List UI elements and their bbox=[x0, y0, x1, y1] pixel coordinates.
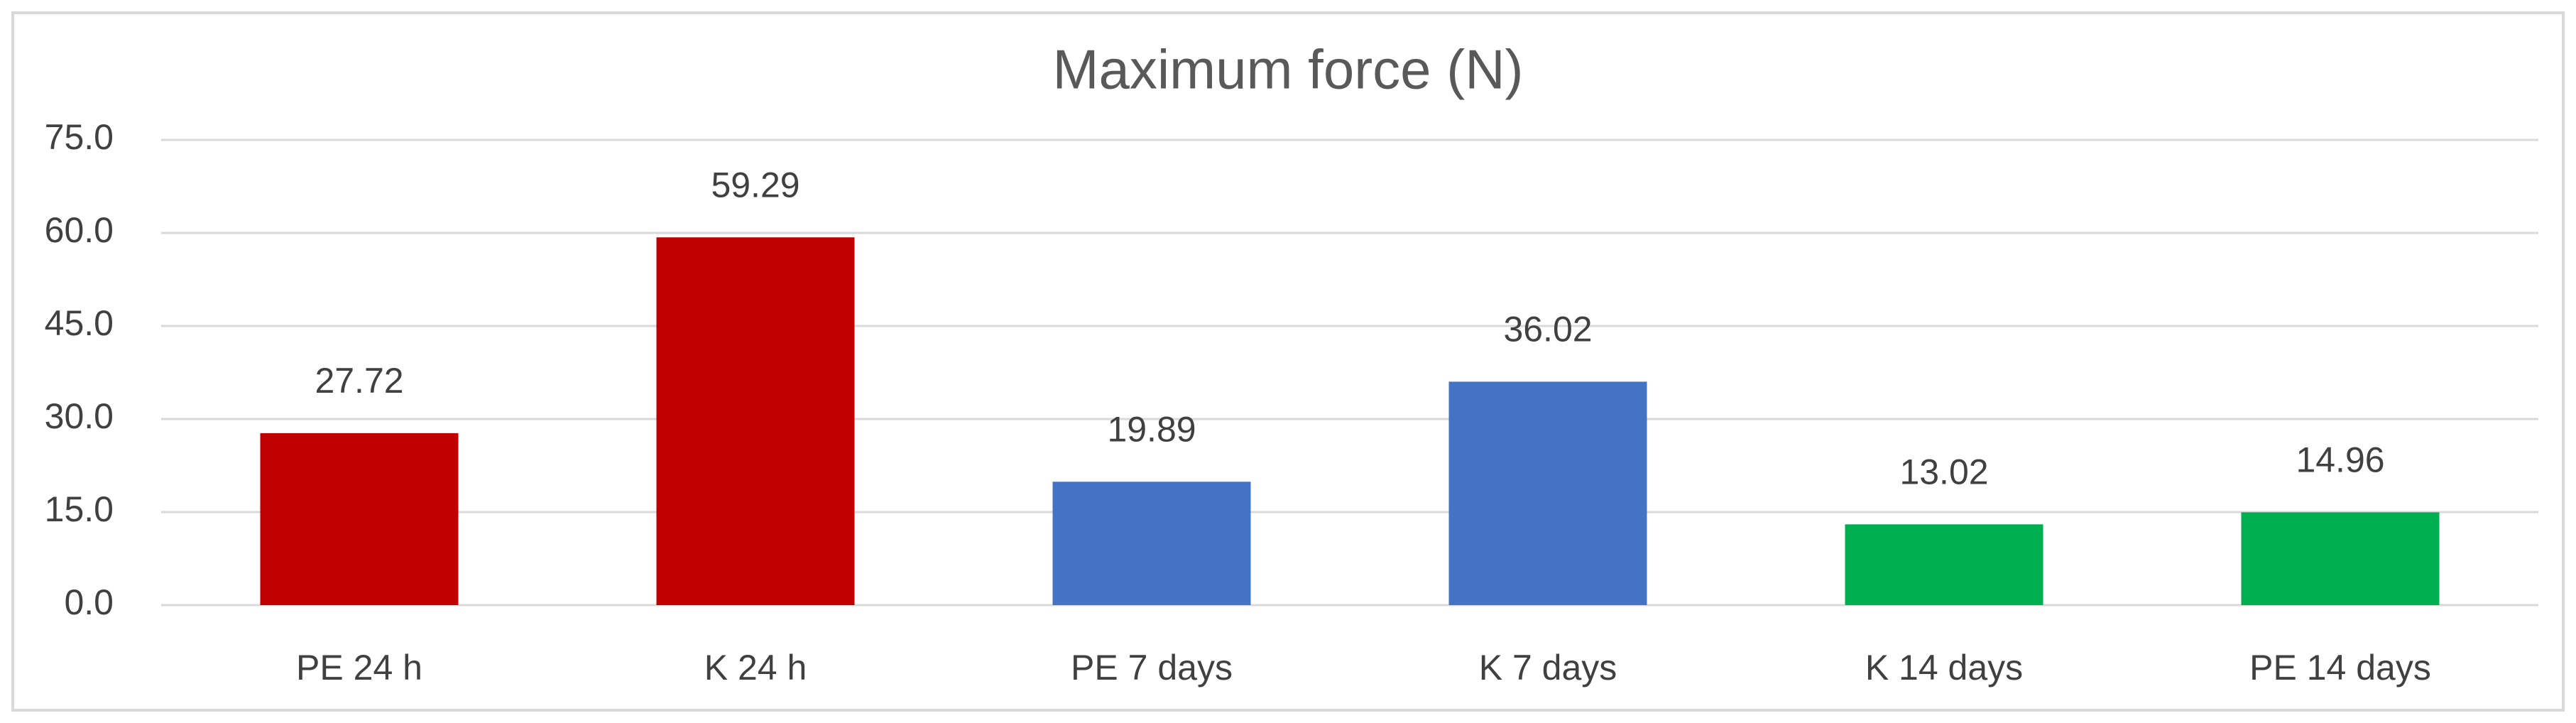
y-tick-label: 15.0 bbox=[45, 489, 114, 529]
y-tick-label: 45.0 bbox=[45, 303, 114, 343]
value-label: 36.02 bbox=[1503, 310, 1592, 349]
value-label: 13.02 bbox=[1899, 452, 1988, 491]
x-tick-label: PE 7 days bbox=[1071, 648, 1233, 687]
y-tick-label: 30.0 bbox=[45, 396, 114, 436]
bar bbox=[1052, 482, 1251, 605]
x-tick-label: PE 24 h bbox=[296, 648, 422, 687]
bar bbox=[1448, 381, 1647, 605]
y-tick-label: 0.0 bbox=[64, 582, 114, 622]
chart-title: Maximum force (N) bbox=[1052, 38, 1523, 101]
x-tick-label: K 24 h bbox=[704, 648, 807, 687]
bar bbox=[260, 433, 459, 605]
value-label: 14.96 bbox=[2296, 440, 2384, 480]
value-label: 59.29 bbox=[711, 165, 799, 205]
y-tick-label: 60.0 bbox=[45, 210, 114, 250]
x-tick-label: PE 14 days bbox=[2249, 648, 2431, 687]
bar bbox=[2241, 512, 2440, 605]
value-label: 19.89 bbox=[1107, 409, 1196, 449]
value-label: 27.72 bbox=[315, 361, 403, 401]
y-tick-label: 75.0 bbox=[45, 117, 114, 157]
x-tick-label: K 7 days bbox=[1479, 648, 1617, 687]
x-tick-label: K 14 days bbox=[1865, 648, 2023, 687]
bar bbox=[1845, 524, 2043, 605]
bar bbox=[656, 237, 855, 605]
